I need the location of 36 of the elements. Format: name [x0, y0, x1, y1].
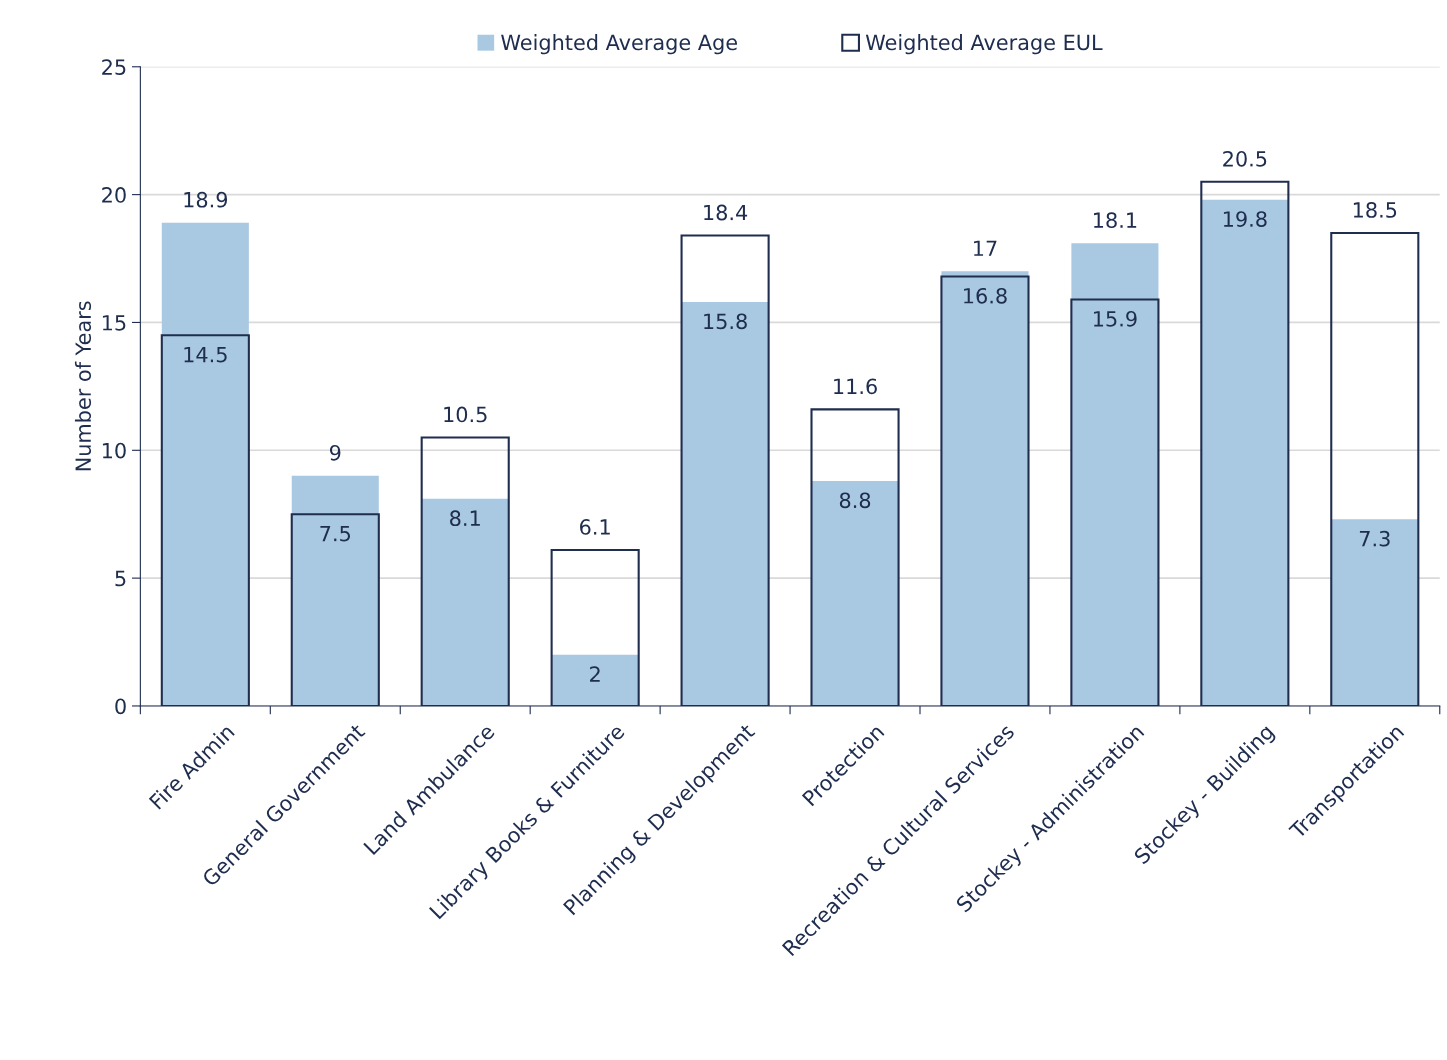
data-label: 14.5: [184, 346, 227, 363]
bar: [551, 654, 639, 706]
data-label: 2: [590, 666, 600, 682]
y-tick-label: 10: [102, 442, 126, 459]
data-label: 6.1: [580, 519, 610, 535]
bar: [1331, 519, 1419, 706]
data-label: 7.5: [320, 525, 351, 542]
data-label: 8.8: [839, 492, 871, 509]
data-label: 20.5: [1223, 150, 1267, 167]
y-axis-title: Number of Years: [74, 301, 92, 471]
y-tick-label: 0: [115, 698, 126, 715]
data-label: 18.1: [1094, 212, 1137, 229]
data-label: 11.6: [834, 378, 877, 395]
bar: [291, 475, 379, 706]
data-label: 15.8: [704, 313, 747, 330]
data-label: 7.3: [1359, 530, 1390, 547]
data-label: 18.9: [184, 191, 228, 208]
y-tick-label: 25: [102, 59, 126, 75]
data-label: 8.1: [450, 510, 480, 527]
y-tick-label: 15: [102, 315, 126, 331]
data-label: 16.8: [964, 287, 1007, 304]
legend-label: Weighted Average EUL: [865, 34, 1103, 55]
data-label: 18.5: [1353, 202, 1397, 218]
y-tick-label: 5: [115, 570, 126, 587]
data-label: 18.4: [704, 204, 748, 221]
data-label: 19.8: [1223, 211, 1267, 227]
data-label: 9: [329, 444, 341, 461]
data-label: 17: [974, 240, 997, 256]
data-label: 10.5: [444, 406, 487, 423]
legend-label: Weighted Average Age: [501, 34, 737, 55]
y-tick-label: 20: [102, 187, 126, 203]
bar: [681, 302, 769, 706]
bar: [161, 222, 249, 706]
data-label: 15.9: [1094, 310, 1137, 327]
bar: [421, 498, 509, 706]
bar: [811, 480, 899, 706]
